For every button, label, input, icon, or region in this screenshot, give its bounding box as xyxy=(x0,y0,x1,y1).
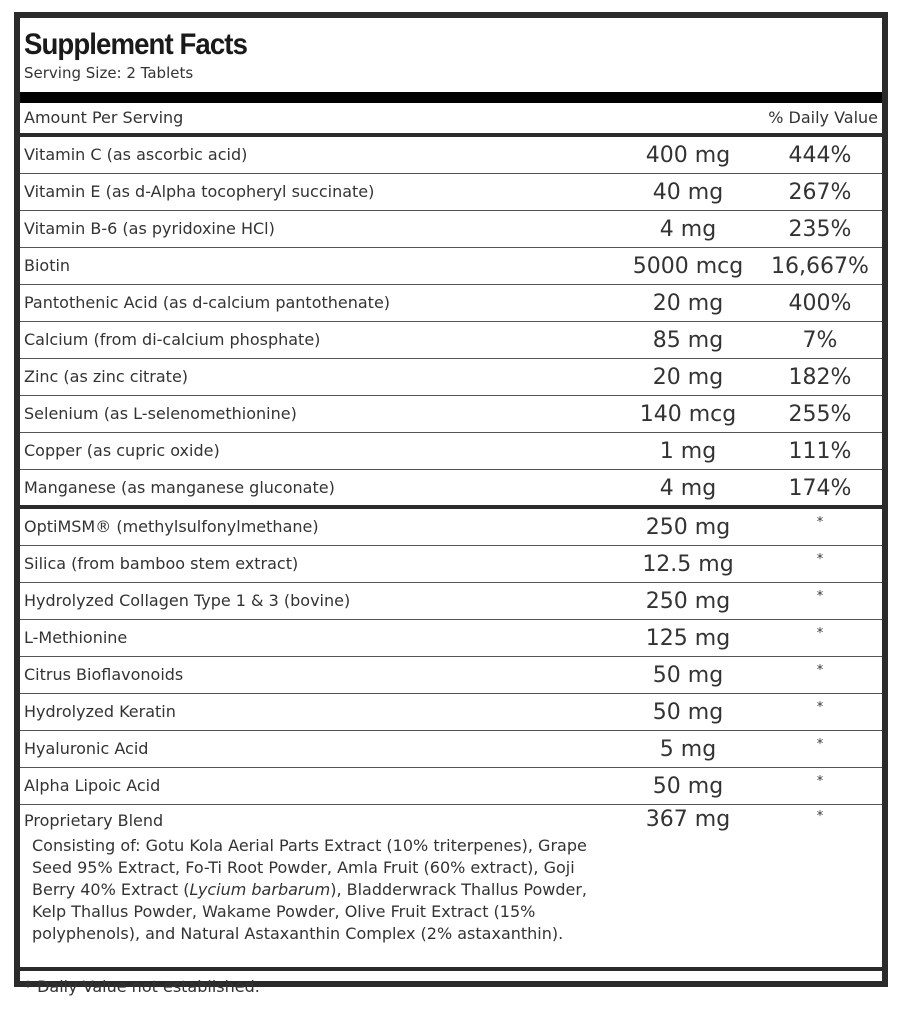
ingredient-row: Vitamin C (as ascorbic acid) 400 mg 444% xyxy=(20,137,882,174)
ingredient-amount: 4 mg xyxy=(659,217,717,242)
ingredient-dv: 182% xyxy=(788,365,852,390)
blend-description: Consisting of: Gotu Kola Aerial Parts Ex… xyxy=(32,835,622,945)
ingredient-amount: 400 mg xyxy=(645,143,731,168)
ingredient-name: OptiMSM® (methylsulfonylmethane) xyxy=(24,517,319,536)
ingredient-amount: 20 mg xyxy=(652,291,724,316)
ingredient-name: Hydrolyzed Collagen Type 1 & 3 (bovine) xyxy=(24,591,351,610)
ingredient-name: Calcium (from di-calcium phosphate) xyxy=(24,330,321,349)
ingredient-amount: 125 mg xyxy=(645,626,731,651)
ingredient-row: Citrus Bioflavonoids 50 mg * xyxy=(20,657,882,694)
ingredient-name: Selenium (as L-selenomethionine) xyxy=(24,404,297,423)
ingredient-dv: 235% xyxy=(788,217,852,242)
ingredient-name: Vitamin B-6 (as pyridoxine HCl) xyxy=(24,219,275,238)
blend-amount: 367 mg xyxy=(645,807,731,832)
ingredient-dv: * xyxy=(816,515,824,530)
ingredient-dv: * xyxy=(816,589,824,604)
desc-text: ), Bladderwrack Thallus Powder, Kelp Tha… xyxy=(32,880,587,943)
ingredient-amount: 4 mg xyxy=(659,476,717,501)
ingredient-row: Pantothenic Acid (as d-calcium pantothen… xyxy=(20,285,882,322)
ingredient-row: Biotin 5000 mcg 16,667% xyxy=(20,248,882,285)
ingredient-name: Citrus Bioflavonoids xyxy=(24,665,184,684)
ingredient-amount: 12.5 mg xyxy=(642,552,734,577)
ingredient-name: Pantothenic Acid (as d-calcium pantothen… xyxy=(24,293,391,312)
ingredient-row: L-Methionine 125 mg * xyxy=(20,620,882,657)
ingredient-amount: 5000 mcg xyxy=(632,254,744,279)
ingredient-row: Manganese (as manganese gluconate) 4 mg 17… xyxy=(20,470,882,509)
ingredient-dv: 7% xyxy=(802,328,838,353)
ingredient-name: Biotin xyxy=(24,256,71,275)
ingredient-amount: 1 mg xyxy=(659,439,717,464)
blend-dv: * xyxy=(816,809,824,824)
ingredient-dv: * xyxy=(816,737,824,752)
ingredient-name: L-Methionine xyxy=(24,628,128,647)
serving-size: Serving Size: 2 Tablets xyxy=(24,64,194,82)
ingredient-amount: 85 mg xyxy=(652,328,724,353)
ingredient-amount: 50 mg xyxy=(652,774,724,799)
ingredient-dv: 400% xyxy=(788,291,852,316)
ingredient-amount: 50 mg xyxy=(652,663,724,688)
ingredient-name: Hyaluronic Acid xyxy=(24,739,149,758)
desc-text: Consisting of: Gotu Kola Aerial Parts Ex… xyxy=(32,836,587,899)
footnote: * Daily Value not established. xyxy=(24,977,260,996)
desc-italic: Lycium barbarum xyxy=(189,880,331,899)
ingredient-row: Zinc (as zinc citrate) 20 mg 182% xyxy=(20,359,882,396)
ingredient-amount: 20 mg xyxy=(652,365,724,390)
ingredient-dv: 16,667% xyxy=(771,254,869,279)
ingredient-dv: 174% xyxy=(788,476,852,501)
ingredient-dv: 255% xyxy=(788,402,852,427)
ingredient-dv: * xyxy=(816,663,824,678)
ingredient-row: Vitamin E (as d-Alpha tocopheryl succina… xyxy=(20,174,882,211)
ingredient-row: Silica (from bamboo stem extract) 12.5 mg… xyxy=(20,546,882,583)
ingredient-name: Vitamin E (as d-Alpha tocopheryl succina… xyxy=(24,182,375,201)
ingredient-name: Zinc (as zinc citrate) xyxy=(24,367,189,386)
other-ingredients: OptiMSM® (methylsulfonylmethane) 250 mg * S… xyxy=(20,509,882,805)
title-area: Supplement Facts Serving Size: 2 Tablets xyxy=(20,18,882,92)
ingredient-dv: * xyxy=(816,552,824,567)
ingredient-row: Alpha Lipoic Acid 50 mg * xyxy=(20,768,882,805)
ingredient-name: Silica (from bamboo stem extract) xyxy=(24,554,299,573)
ingredient-amount: 140 mcg xyxy=(639,402,737,427)
ingredient-row: Hyaluronic Acid 5 mg * xyxy=(20,731,882,768)
ingredient-name: Hydrolyzed Keratin xyxy=(24,702,176,721)
title: Supplement Facts xyxy=(24,28,248,61)
ingredient-amount: 250 mg xyxy=(645,515,731,540)
ingredient-row: Calcium (from di-calcium phosphate) 85 mg… xyxy=(20,322,882,359)
ingredient-dv: 111% xyxy=(788,439,852,464)
ingredient-dv: * xyxy=(816,774,824,789)
ingredient-row: Vitamin B-6 (as pyridoxine HCl) 4 mg 235% xyxy=(20,211,882,248)
nutrients: Vitamin C (as ascorbic acid) 400 mg 444% Vi… xyxy=(20,137,882,509)
supplement-facts-panel: Supplement Facts Serving Size: 2 Tablets… xyxy=(14,12,888,996)
ingredient-dv: * xyxy=(816,626,824,641)
header-row: Amount Per Serving % Daily Value xyxy=(20,103,882,137)
proprietary-blend: Proprietary Blend 367 mg * Consisting of… xyxy=(20,805,882,971)
ingredient-name: Vitamin C (as ascorbic acid) xyxy=(24,145,248,164)
ingredient-name: Manganese (as manganese gluconate) xyxy=(24,478,335,497)
ingredient-amount: 250 mg xyxy=(645,589,731,614)
ingredient-row: Hydrolyzed Keratin 50 mg * xyxy=(20,694,882,731)
ingredient-amount: 5 mg xyxy=(659,737,717,762)
ingredient-name: Copper (as cupric oxide) xyxy=(24,441,220,460)
ingredient-amount: 40 mg xyxy=(652,180,724,205)
ingredient-dv: 444% xyxy=(788,143,852,168)
ingredient-dv: 267% xyxy=(788,180,852,205)
ingredient-name: Alpha Lipoic Acid xyxy=(24,776,161,795)
thick-rule xyxy=(20,92,882,103)
ingredient-dv: * xyxy=(816,700,824,715)
header-dv: % Daily Value xyxy=(768,108,878,127)
ingredient-row: Hydrolyzed Collagen Type 1 & 3 (bovine) 2… xyxy=(20,583,882,620)
ingredient-amount: 50 mg xyxy=(652,700,724,725)
ingredient-row: OptiMSM® (methylsulfonylmethane) 250 mg * xyxy=(20,509,882,546)
blend-name: Proprietary Blend xyxy=(24,811,164,830)
ingredient-row: Copper (as cupric oxide) 1 mg 111% xyxy=(20,433,882,470)
header-amount: Amount Per Serving xyxy=(24,108,184,127)
ingredient-row: Selenium (as L-selenomethionine) 140 mcg 2… xyxy=(20,396,882,433)
